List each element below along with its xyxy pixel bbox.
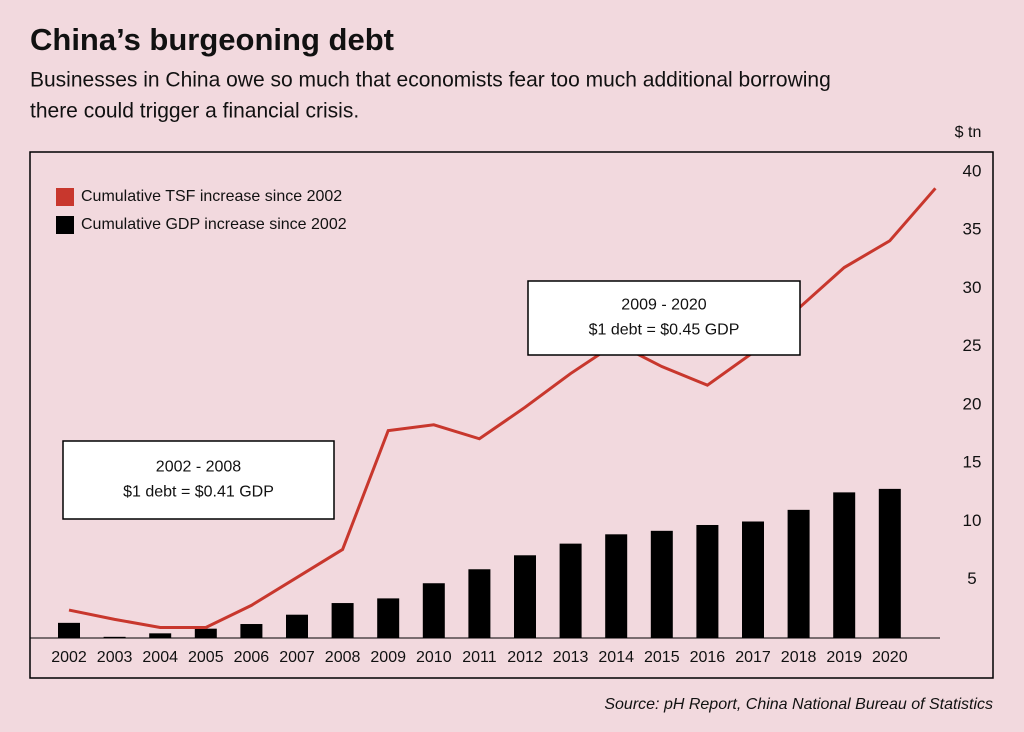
x-tick-label: 2019: [826, 649, 862, 666]
bar: [58, 622, 80, 638]
x-tick-label: 2014: [598, 649, 634, 666]
y-unit: $ tn: [955, 124, 982, 141]
y-tick-label: 30: [963, 278, 982, 297]
bar: [468, 569, 491, 638]
x-tick-label: 2018: [781, 649, 817, 666]
annotation-text: $1 debt = $0.41 GDP: [123, 484, 274, 501]
annotation-box: [62, 440, 335, 520]
x-tick-label: 2007: [279, 649, 315, 666]
x-tick-label: 2015: [644, 649, 680, 666]
y-tick-label: 10: [963, 511, 982, 530]
x-tick-label: 2010: [416, 649, 452, 666]
x-tick-label: 2017: [735, 649, 771, 666]
bar: [696, 524, 719, 638]
x-tick-label: 2012: [507, 649, 543, 666]
y-tick-label: 5: [967, 569, 976, 588]
chart-title: China’s burgeoning debt: [30, 22, 394, 57]
bar: [742, 521, 764, 638]
bar: [422, 583, 445, 638]
bar: [559, 543, 582, 638]
bar: [514, 555, 536, 638]
legend-swatch: [56, 216, 74, 234]
y-tick-label: 20: [963, 394, 982, 413]
legend-label: Cumulative GDP increase since 2002: [81, 216, 347, 233]
legend-swatch: [56, 188, 74, 206]
x-tick-label: 2013: [553, 649, 589, 666]
bar: [833, 492, 856, 638]
bar: [103, 636, 126, 638]
bar: [377, 598, 400, 638]
y-tick-label: 25: [963, 336, 982, 355]
x-tick-label: 2005: [188, 649, 224, 666]
x-tick-label: 2016: [690, 649, 726, 666]
source: Source: pH Report, China National Bureau…: [604, 696, 993, 713]
x-tick-label: 2011: [462, 649, 497, 666]
x-tick-label: 2020: [872, 649, 908, 666]
bar: [331, 603, 354, 638]
x-tick-label: 2009: [370, 649, 406, 666]
annotation-box: [527, 280, 801, 356]
bar: [286, 614, 308, 638]
annotation-text: 2009 - 2020: [621, 297, 707, 314]
bar: [149, 633, 172, 638]
x-tick-label: 2003: [97, 649, 133, 666]
y-tick-label: 35: [963, 220, 982, 239]
bar: [194, 628, 217, 638]
bar: [240, 624, 263, 638]
bar: [787, 509, 810, 638]
annotation-text: $1 debt = $0.45 GDP: [589, 322, 740, 339]
x-tick-label: 2002: [51, 649, 87, 666]
bar: [650, 530, 673, 638]
x-tick-label: 2008: [325, 649, 361, 666]
y-tick-label: 15: [963, 453, 982, 472]
annotation-text: 2002 - 2008: [156, 459, 242, 476]
bar: [878, 488, 901, 638]
x-tick-label: 2004: [142, 649, 178, 666]
bar: [605, 534, 628, 638]
y-tick-label: 40: [963, 161, 982, 180]
plot-frame: [29, 151, 994, 679]
x-tick-label: 2006: [234, 649, 270, 666]
subtitle: there could trigger a financial crisis.: [30, 100, 359, 123]
legend-label: Cumulative TSF increase since 2002: [81, 188, 342, 205]
subtitle: Businesses in China owe so much that eco…: [30, 69, 831, 92]
